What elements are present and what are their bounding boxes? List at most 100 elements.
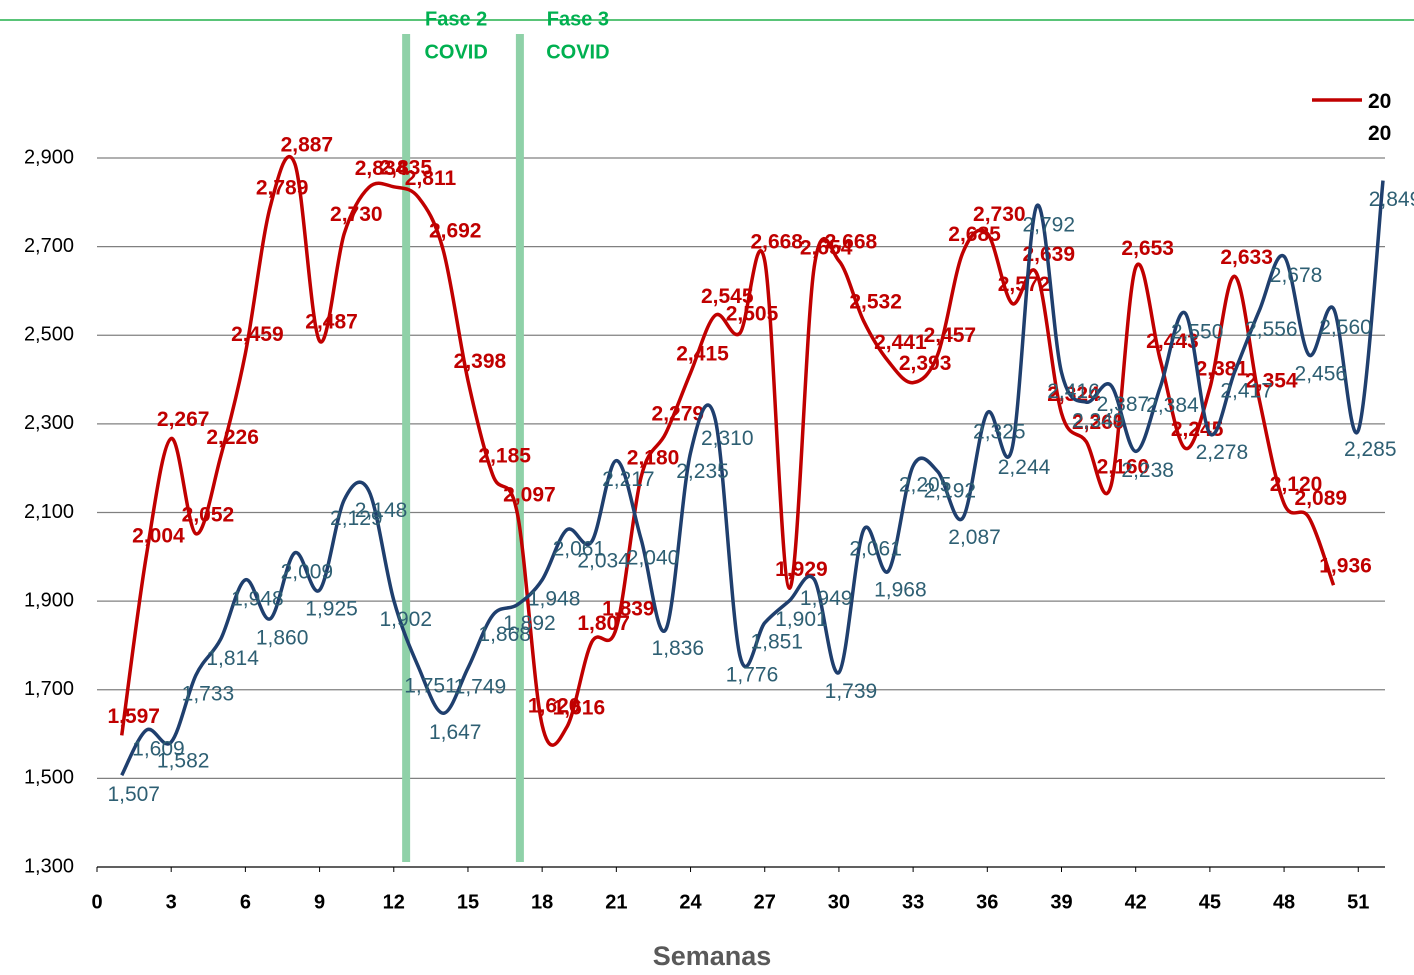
data-label: 1,948	[528, 587, 581, 610]
data-label: 2,192	[924, 479, 977, 502]
x-tick-label: 39	[1050, 891, 1072, 913]
data-label: 2,226	[206, 426, 259, 449]
data-label: 2,285	[1344, 438, 1397, 461]
data-label: 1,507	[107, 783, 160, 806]
data-label: 1,929	[775, 558, 828, 581]
y-tick-label: 2,900	[24, 146, 74, 168]
y-tick-label: 2,700	[24, 235, 74, 257]
data-label: 2,835	[379, 156, 432, 179]
annotation: COVID	[424, 41, 487, 63]
data-label: 2,633	[1220, 246, 1273, 269]
data-label: 1,616	[553, 697, 606, 720]
data-label: 2,789	[256, 177, 309, 200]
x-tick-label: 27	[754, 891, 776, 913]
x-tick-label: 42	[1125, 891, 1147, 913]
data-label: 2,393	[899, 352, 952, 375]
x-tick-label: 6	[240, 891, 251, 913]
data-label: 2,267	[157, 408, 210, 431]
y-tick-label: 2,500	[24, 324, 74, 346]
data-label: 2,685	[948, 223, 1001, 246]
data-label: 2,205	[899, 474, 952, 497]
data-label: 2,160	[1097, 455, 1150, 478]
data-label: 2,416	[1047, 380, 1100, 403]
data-label: 2,532	[849, 291, 902, 314]
x-tick-label: 45	[1199, 891, 1221, 913]
data-label: 1,647	[429, 721, 482, 744]
y-tick-label: 2,100	[24, 501, 74, 523]
data-label: 1,597	[107, 705, 160, 728]
data-label: 2,811	[405, 167, 457, 190]
data-label: 2,260	[1072, 411, 1125, 434]
series-line	[120, 180, 1385, 777]
data-label: 2,217	[602, 468, 655, 491]
data-label: 2,849	[1369, 188, 1414, 211]
data-label: 2,185	[478, 444, 531, 467]
data-label: 2,148	[355, 499, 408, 522]
series-line	[119, 154, 1336, 747]
data-label: 2,398	[454, 350, 507, 373]
x-tick-label: 9	[314, 891, 325, 913]
data-label: 2,097	[503, 483, 556, 506]
data-label: 2,730	[973, 203, 1026, 226]
data-label: 2,668	[750, 230, 803, 253]
data-label: 2,325	[973, 420, 1026, 443]
data-label: 1,851	[750, 630, 803, 653]
data-label: 2,556	[1245, 318, 1298, 341]
data-label: 1,814	[206, 647, 259, 670]
x-tick-label: 15	[457, 891, 479, 913]
data-label: 2,087	[948, 526, 1001, 549]
data-label: 2,887	[281, 133, 334, 156]
data-label: 2,792	[1022, 213, 1075, 236]
data-label: 2,009	[281, 560, 334, 583]
data-label: 2,235	[676, 460, 729, 483]
data-label: 2,384	[1146, 394, 1199, 417]
data-label: 2,550	[1171, 321, 1224, 344]
y-tick-label: 1,900	[24, 589, 74, 611]
data-label: 2,653	[1121, 237, 1174, 260]
data-label: 1,868	[478, 623, 531, 646]
data-label: 1,739	[825, 680, 878, 703]
data-label: 2,349	[1072, 410, 1125, 433]
data-label: 2,441	[874, 331, 927, 354]
data-label: 1,839	[602, 598, 655, 621]
data-label: 1,836	[652, 637, 705, 660]
y-tick-label: 2,300	[24, 412, 74, 434]
annotation: Fase 3	[547, 8, 609, 30]
data-label: 2,387	[1097, 393, 1150, 416]
data-label: 1,936	[1319, 555, 1372, 578]
data-label: 1,776	[726, 664, 779, 687]
x-tick-label: 36	[976, 891, 998, 913]
data-label: 1,620	[528, 695, 581, 718]
data-label: 2,654	[800, 237, 853, 260]
x-tick-label: 33	[902, 891, 924, 913]
y-tick-label: 1,300	[24, 855, 74, 877]
y-tick-label: 1,700	[24, 678, 74, 700]
y-tick-label: 1,500	[24, 767, 74, 789]
data-label: 1,949	[800, 587, 853, 610]
data-label: 2,668	[825, 230, 878, 253]
data-label: 2,730	[330, 203, 383, 226]
x-tick-label: 3	[166, 891, 177, 913]
x-tick-label: 30	[828, 891, 850, 913]
annotation: Fase 2	[425, 8, 487, 30]
data-label: 1,749	[454, 676, 507, 699]
data-label: 2,238	[1121, 459, 1174, 482]
data-label: 2,052	[182, 503, 235, 526]
x-tick-label: 0	[91, 891, 102, 913]
x-tick-label: 12	[383, 891, 405, 913]
data-label: 1,860	[256, 626, 309, 649]
data-label: 2,572	[998, 273, 1051, 296]
data-label: 1,609	[132, 738, 185, 761]
data-label: 2,834	[355, 157, 408, 180]
data-label: 2,354	[1245, 369, 1298, 392]
data-label: 2,692	[429, 220, 482, 243]
data-label: 1,892	[503, 612, 556, 635]
data-label: 2,244	[998, 456, 1051, 479]
x-tick-label: 24	[679, 891, 702, 913]
data-label: 1,733	[182, 683, 235, 706]
data-label: 2,505	[726, 303, 779, 326]
data-label: 2,279	[652, 403, 705, 426]
data-label: 1,925	[305, 598, 358, 621]
